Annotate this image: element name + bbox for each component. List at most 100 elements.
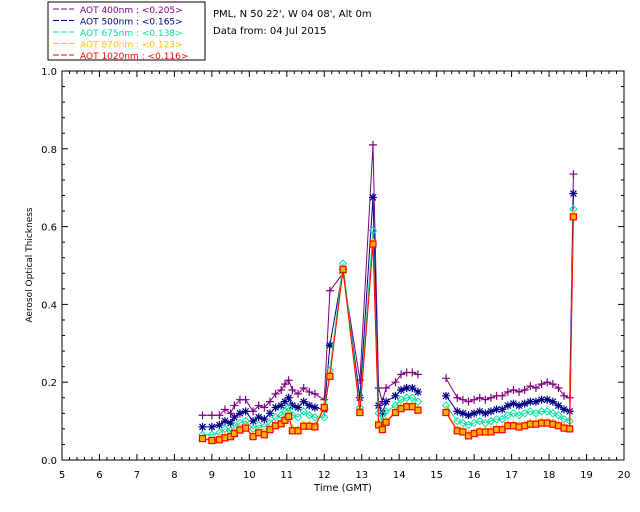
chart-title-line-2: Data from: 04 Jul 2015 xyxy=(213,26,326,37)
x-axis: 5 6 7 8 9 10 11 12 13 14 15 16 17 18 19 20 xyxy=(59,71,630,481)
plot-area xyxy=(61,70,625,461)
plus-point xyxy=(288,385,297,394)
asterisk-point xyxy=(503,401,512,410)
plus-point xyxy=(408,368,417,377)
series-2 xyxy=(198,204,578,439)
plus-point xyxy=(271,389,280,398)
asterisk-point xyxy=(526,397,535,406)
asterisk-point xyxy=(442,391,451,400)
square-point xyxy=(339,265,347,273)
square-point xyxy=(382,418,390,426)
plus-point xyxy=(254,401,263,410)
plus-point xyxy=(325,286,334,295)
diamond-point xyxy=(492,414,501,424)
series-0 xyxy=(198,140,578,420)
series-1 xyxy=(198,189,578,431)
asterisk-point xyxy=(498,405,507,414)
asterisk-point xyxy=(249,417,258,426)
asterisk-point xyxy=(382,397,391,406)
plus-point xyxy=(543,378,552,387)
series-4 xyxy=(198,213,578,445)
plus-point xyxy=(453,393,462,402)
y-tick-label: 0.2 xyxy=(41,378,57,389)
plus-point xyxy=(515,387,524,396)
x-tick-label: 10 xyxy=(243,470,256,481)
x-tick-label: 16 xyxy=(468,470,481,481)
square-point xyxy=(326,372,334,380)
asterisk-point xyxy=(509,399,518,408)
asterisk-point xyxy=(560,405,569,414)
asterisk-point xyxy=(207,422,216,431)
legend-entry: AOT 870nm : <0.123> xyxy=(80,41,183,51)
asterisk-point xyxy=(520,399,529,408)
square-point xyxy=(498,426,506,434)
asterisk-point xyxy=(198,422,207,431)
asterisk-point xyxy=(254,413,263,422)
plus-point xyxy=(299,384,308,393)
square-point xyxy=(374,421,383,429)
asterisk-point xyxy=(288,401,297,410)
diamond-point xyxy=(542,407,552,416)
x-tick-label: 19 xyxy=(580,470,593,481)
y-tick-label: 0.0 xyxy=(41,456,57,467)
x-tick-label: 5 xyxy=(59,470,65,481)
y-axis-label: Aerosol Optical Thickness xyxy=(25,207,35,323)
asterisk-point xyxy=(486,407,495,416)
x-tick-label: 12 xyxy=(318,470,331,481)
plus-point xyxy=(305,387,314,396)
asterisk-point xyxy=(215,420,224,429)
asterisk-point xyxy=(569,189,578,198)
asterisk-point xyxy=(531,397,540,406)
square-point xyxy=(260,431,268,439)
x-tick-label: 15 xyxy=(430,470,443,481)
asterisk-point xyxy=(368,193,377,202)
plus-point xyxy=(397,370,406,379)
asterisk-point xyxy=(475,407,484,416)
asterisk-point xyxy=(464,411,473,420)
diamond-point xyxy=(293,413,303,422)
asterisk-point xyxy=(481,409,490,418)
diamond-point xyxy=(498,414,507,424)
x-tick-label: 18 xyxy=(543,470,556,481)
plus-point xyxy=(413,370,422,379)
plus-point xyxy=(249,407,258,416)
x-axis-label: Time (GMT) xyxy=(313,483,372,494)
asterisk-point xyxy=(280,397,289,406)
diamond-point xyxy=(475,416,484,426)
x-tick-label: 17 xyxy=(505,470,518,481)
plus-point xyxy=(498,391,507,400)
diamond-point xyxy=(368,226,378,235)
series-layer xyxy=(198,140,578,445)
asterisk-point xyxy=(458,409,467,418)
asterisk-point xyxy=(408,384,417,393)
diamond-point xyxy=(320,413,329,422)
square-point xyxy=(356,408,364,417)
asterisk-point xyxy=(548,397,557,406)
diamond-point xyxy=(526,407,535,416)
asterisk-point xyxy=(294,403,303,412)
asterisk-point xyxy=(241,407,250,416)
asterisk-point xyxy=(299,397,308,406)
plus-point xyxy=(280,380,289,389)
chart-title-line-1: PML, N 50 22', W 04 08', Alt 0m xyxy=(213,9,372,20)
diamond-point xyxy=(299,407,308,416)
square-point xyxy=(378,426,386,434)
plus-point xyxy=(284,376,293,385)
asterisk-point xyxy=(305,401,314,410)
square-point xyxy=(369,240,377,248)
square-point xyxy=(391,408,400,417)
plus-point xyxy=(230,401,239,410)
x-tick-label: 9 xyxy=(209,470,215,481)
asterisk-point xyxy=(355,393,364,402)
plus-point xyxy=(277,385,286,394)
asterisk-point xyxy=(271,403,280,412)
asterisk-point xyxy=(402,384,411,393)
square-point xyxy=(285,412,293,421)
series-3 xyxy=(198,209,578,443)
asterisk-point xyxy=(325,341,334,350)
asterisk-point xyxy=(277,401,286,410)
asterisk-point xyxy=(220,417,229,426)
square-point xyxy=(569,213,578,221)
plus-point xyxy=(442,374,451,383)
x-tick-label: 11 xyxy=(280,470,293,481)
